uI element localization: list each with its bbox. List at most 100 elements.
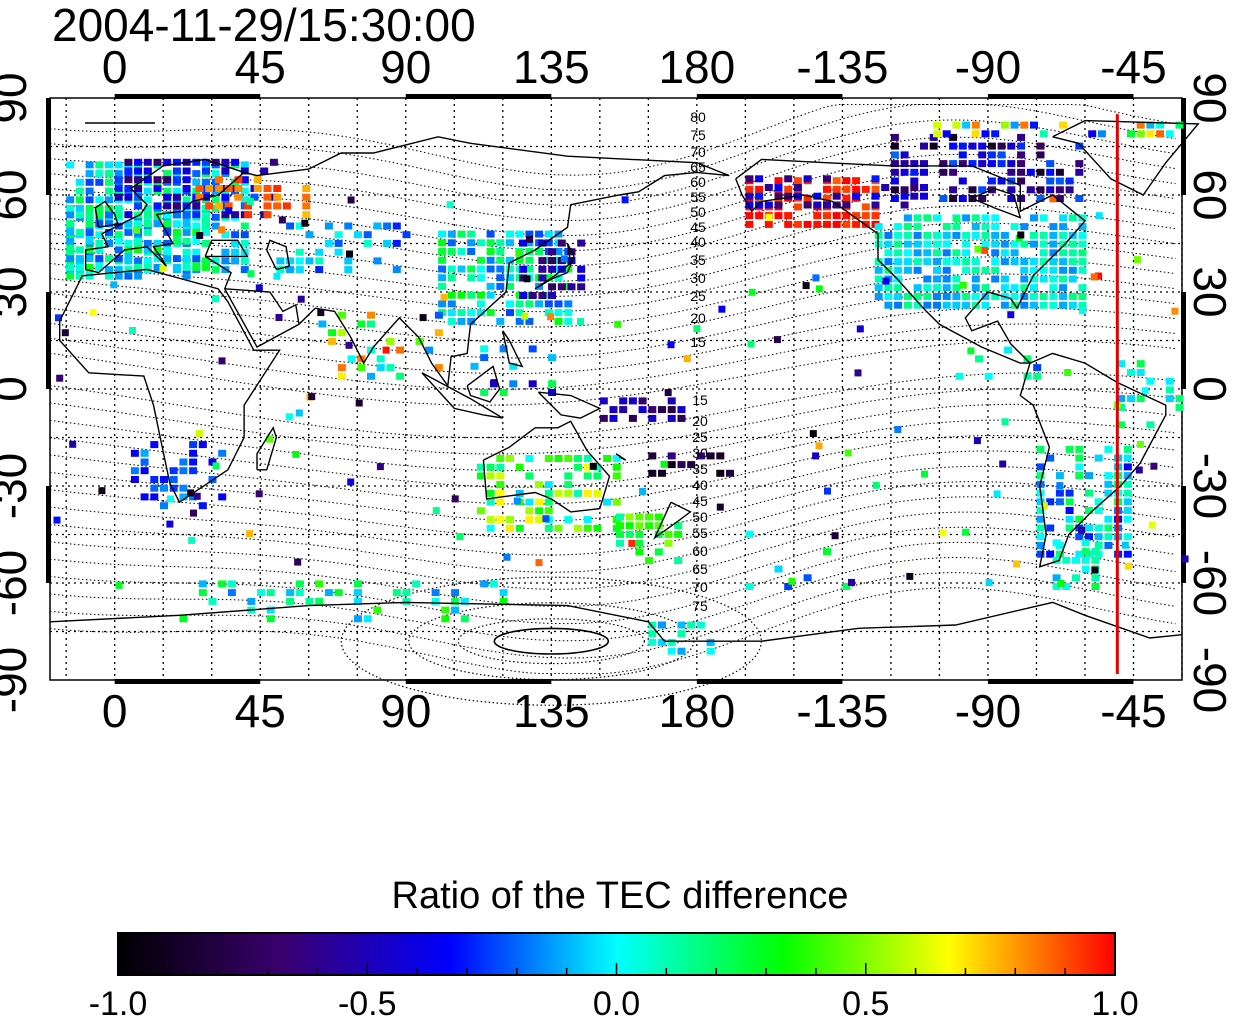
- south-contour-label: 45: [692, 493, 708, 509]
- tec-cell: [625, 513, 634, 521]
- tec-cell: [496, 472, 505, 480]
- tec-cell: [1049, 284, 1058, 292]
- bottom-longitude-tick: -45: [1100, 685, 1167, 737]
- tec-cell: [1075, 533, 1084, 541]
- tec-cell: [134, 257, 143, 265]
- tec-cell: [577, 318, 584, 326]
- tec-cell: [1068, 275, 1077, 283]
- tec-cell: [1123, 472, 1132, 480]
- tec-cell: [1052, 583, 1061, 590]
- tec-cell: [535, 498, 544, 506]
- magnetic-contour-line: [49, 450, 1176, 522]
- tec-cell: [143, 246, 152, 254]
- coastline: [971, 187, 1022, 219]
- tec-cell: [962, 266, 971, 274]
- tec-cell: [528, 345, 537, 353]
- tec-cell: [211, 266, 220, 274]
- tec-cell: [903, 231, 912, 239]
- tec-cell: [654, 522, 663, 530]
- tec-cell: [363, 239, 372, 247]
- tec-cell: [240, 187, 249, 195]
- tec-cell: [628, 397, 637, 405]
- tec-cell: [577, 265, 586, 273]
- tec-cell: [1039, 275, 1048, 283]
- magnetic-contour-line: [49, 104, 1176, 176]
- tec-cell: [456, 533, 464, 541]
- south-pole-contour: [493, 627, 610, 655]
- tec-cell: [1040, 502, 1048, 510]
- tec-cell: [486, 489, 495, 497]
- tec-cell: [648, 469, 657, 477]
- tec-cell: [848, 578, 855, 586]
- tec-cell: [1117, 421, 1126, 429]
- tec-cell: [639, 487, 646, 495]
- tec-cell: [302, 211, 311, 219]
- tec-cell: [318, 320, 327, 328]
- tec-cell: [153, 239, 162, 247]
- tec-cell: [179, 467, 188, 475]
- colorbar-tick-label: 0.0: [592, 985, 641, 1023]
- tec-cell: [890, 168, 899, 176]
- tec-cell: [486, 256, 495, 264]
- tec-cell: [544, 455, 553, 462]
- tec-cell: [255, 490, 263, 498]
- tec-cell: [554, 274, 563, 282]
- tec-cell: [542, 515, 550, 523]
- tec-cell: [564, 516, 573, 524]
- tec-cell: [1017, 177, 1026, 185]
- tec-cell: [583, 489, 592, 497]
- tec-cell: [337, 364, 346, 372]
- tec-cell: [85, 228, 94, 236]
- tec-cell: [153, 202, 162, 210]
- tec-cell: [621, 196, 629, 204]
- tec-cell: [486, 472, 495, 480]
- tec-cell: [211, 196, 220, 204]
- tec-cell: [612, 472, 621, 480]
- tec-cell: [525, 317, 534, 325]
- tec-cell: [231, 257, 240, 265]
- tec-cell: [1146, 377, 1155, 385]
- tec-cell: [648, 406, 657, 414]
- tec-cell: [933, 284, 941, 292]
- tec-cell: [548, 257, 557, 265]
- tec-cell: [240, 222, 249, 230]
- tec-cell: [525, 300, 534, 308]
- tec-cell: [1175, 403, 1184, 411]
- tec-cell: [1007, 160, 1016, 168]
- tec-cell: [933, 301, 941, 309]
- tec-cell: [105, 255, 113, 263]
- tec-cell: [1046, 160, 1055, 168]
- tec-cell: [962, 240, 971, 248]
- tec-cell: [114, 205, 123, 212]
- coastline: [421, 372, 504, 419]
- tec-cell: [923, 275, 932, 283]
- tec-cell: [250, 193, 259, 201]
- tec-cell: [134, 176, 143, 184]
- colorbar-tick-label: -1.0: [88, 985, 148, 1023]
- tec-cell: [373, 257, 382, 265]
- tec-cell: [1068, 258, 1077, 266]
- tec-cell: [1017, 151, 1026, 159]
- tec-cell: [1010, 121, 1019, 129]
- tec-cell: [784, 175, 793, 183]
- tec-cell: [971, 284, 980, 292]
- tec-cell: [496, 463, 505, 471]
- tec-cell: [525, 455, 534, 462]
- tec-cell: [1078, 258, 1087, 266]
- tec-cell: [1078, 231, 1087, 239]
- tec-cell: [438, 248, 447, 255]
- right-axis-bar: [1181, 292, 1186, 389]
- magnetic-contours: [49, 104, 1176, 706]
- tec-cell: [357, 364, 366, 372]
- tec-cell: [1030, 284, 1038, 292]
- tec-cell: [476, 265, 485, 273]
- tec-cell: [894, 240, 903, 248]
- tec-cell: [952, 293, 961, 300]
- tec-cell: [693, 325, 701, 333]
- tec-cell: [179, 493, 188, 501]
- tec-cell: [85, 220, 94, 228]
- tec-cell: [687, 621, 696, 629]
- tec-cell: [667, 452, 676, 460]
- tec-cell: [266, 589, 275, 597]
- tec-cell: [981, 130, 990, 138]
